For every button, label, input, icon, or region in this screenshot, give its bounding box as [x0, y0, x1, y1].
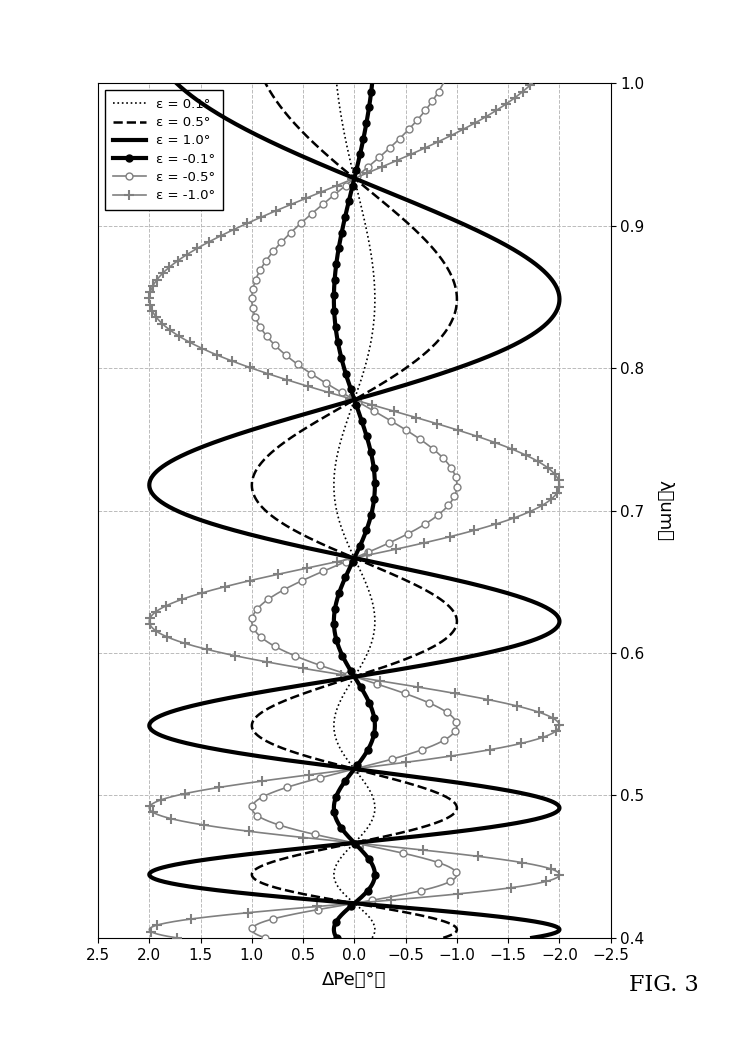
Text: FIG. 3: FIG. 3 [629, 973, 698, 996]
Y-axis label: λ（um）: λ（um） [656, 480, 674, 541]
Legend: ε = 0.1°, ε = 0.5°, ε = 1.0°, ε = -0.1°, ε = -0.5°, ε = -1.0°: ε = 0.1°, ε = 0.5°, ε = 1.0°, ε = -0.1°,… [105, 90, 223, 210]
X-axis label: ΔPe（°）: ΔPe（°） [322, 971, 387, 989]
